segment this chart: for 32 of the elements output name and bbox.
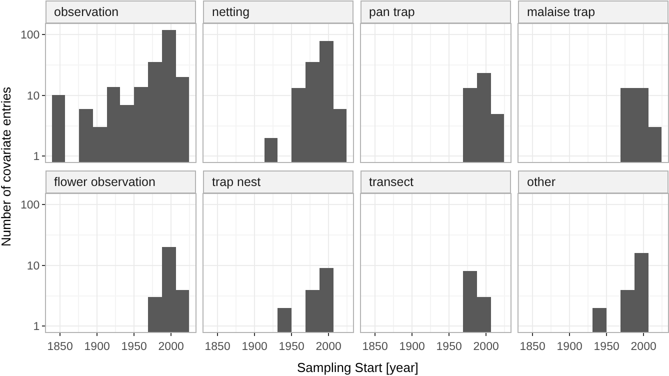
y-tick-label: 10 — [26, 260, 40, 272]
x-tick-label: 1950 — [278, 340, 304, 353]
y-tick-label: 1 — [33, 151, 40, 164]
chart-title: pan trap — [369, 5, 415, 19]
x-tick-label: 1900 — [84, 340, 110, 353]
x-tick-label: 2000 — [630, 340, 656, 353]
x-tick-label: 2000 — [473, 340, 499, 353]
chart-title: netting — [212, 5, 250, 19]
x-tick-label: 1900 — [556, 340, 582, 353]
x-tick-label: 1950 — [121, 340, 147, 353]
x-tick-label: 1850 — [47, 340, 73, 353]
x-tick-label: 2000 — [316, 340, 342, 353]
y-tick-label: 100 — [20, 200, 40, 212]
chart-title: observation — [54, 5, 119, 19]
y-tick-label: 10 — [26, 90, 40, 102]
x-tick-label: 2000 — [158, 340, 184, 353]
x-tick-label: 1950 — [436, 340, 462, 353]
chart-title: other — [527, 175, 556, 189]
x-tick-label: 1950 — [594, 340, 620, 353]
y-tick-label: 1 — [33, 321, 40, 334]
x-tick-label: 1900 — [399, 340, 425, 353]
chart-title: transect — [369, 175, 414, 189]
y-tick-label: 100 — [20, 30, 40, 42]
x-tick-label: 1850 — [362, 340, 388, 353]
x-tick-label: 1900 — [242, 340, 268, 353]
chart-title: malaise trap — [527, 5, 596, 19]
chart-title: flower observation — [54, 175, 156, 189]
chart-title: trap nest — [212, 175, 262, 189]
x-axis-title: Sampling Start [year] — [297, 360, 418, 375]
y-axis-title: Number of covariate entries — [0, 86, 14, 246]
x-tick-label: 1850 — [204, 340, 230, 353]
x-tick-label: 1850 — [520, 340, 546, 353]
